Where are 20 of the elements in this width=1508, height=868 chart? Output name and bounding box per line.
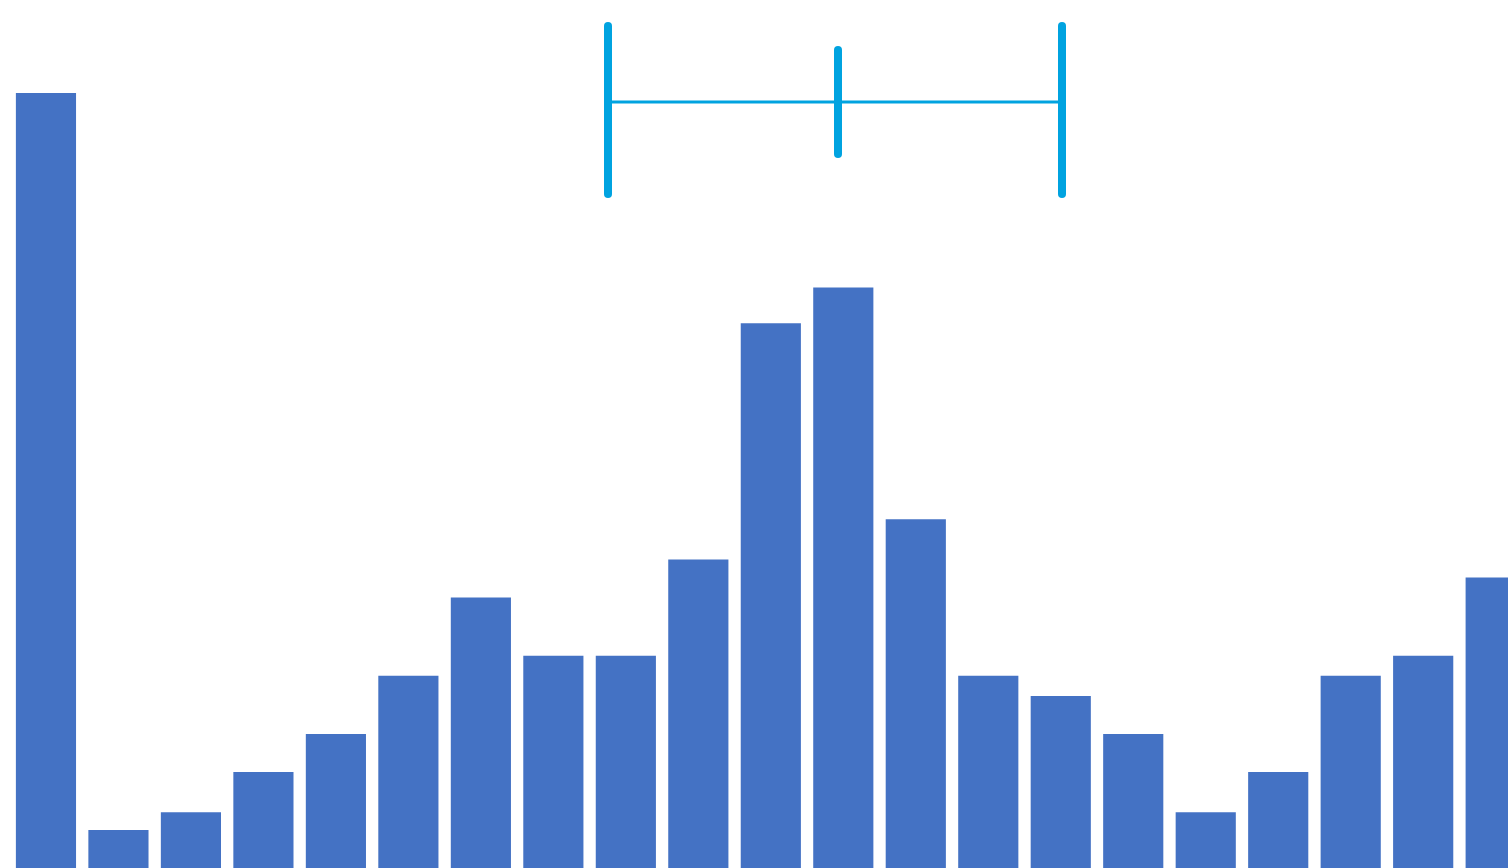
bar: [160, 812, 221, 868]
bar: [958, 675, 1019, 868]
bar: [1030, 695, 1091, 868]
bar: [595, 655, 656, 868]
bar: [1103, 733, 1164, 868]
bar: [450, 597, 511, 868]
bar: [813, 287, 874, 868]
bar: [523, 655, 584, 868]
bar: [1248, 771, 1309, 868]
bar: [1320, 675, 1381, 868]
bar: [1175, 812, 1236, 868]
bar: [740, 323, 801, 868]
bar: [378, 675, 439, 868]
bar: [1393, 655, 1454, 868]
bar: [668, 559, 729, 868]
bar: [885, 519, 946, 868]
bar: [88, 830, 149, 868]
bar: [305, 733, 366, 868]
bar: [15, 93, 77, 868]
bar: [233, 771, 294, 868]
